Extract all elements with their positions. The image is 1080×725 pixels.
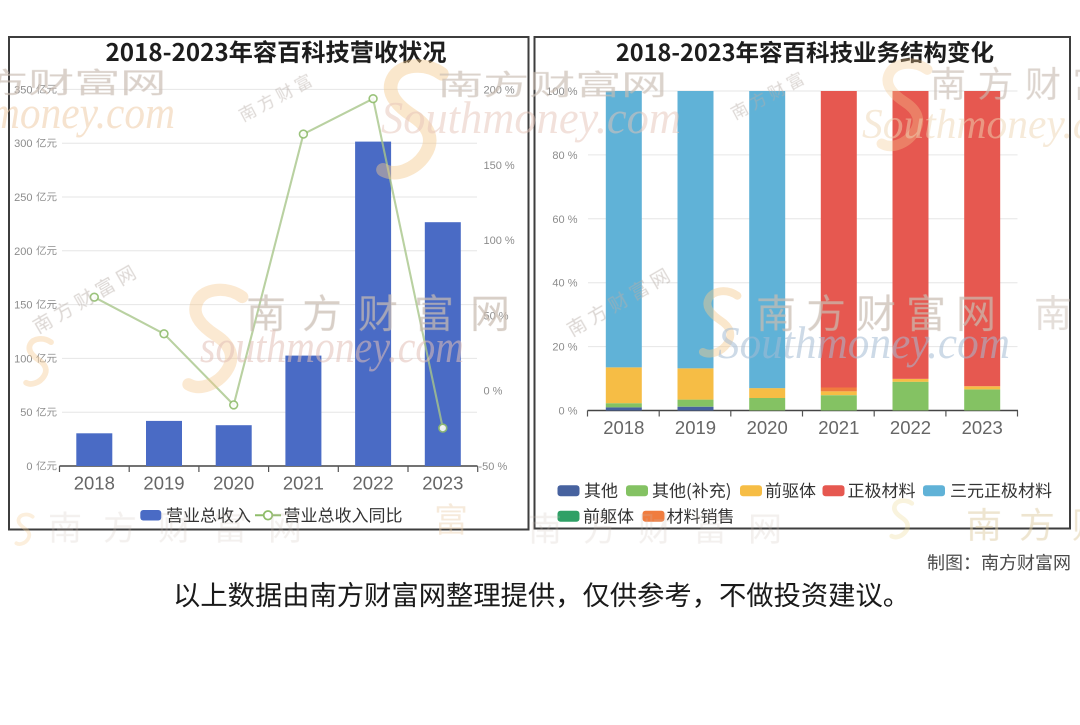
svg-text:80 %: 80 % bbox=[552, 150, 577, 162]
svg-text:southmoney.com: southmoney.com bbox=[200, 321, 464, 372]
svg-text:2022: 2022 bbox=[890, 417, 931, 438]
svg-text:Southmoney.com: Southmoney.com bbox=[381, 92, 681, 143]
svg-text:0 %: 0 % bbox=[484, 386, 503, 398]
svg-text:200: 200 bbox=[14, 246, 32, 258]
svg-text:0 %: 0 % bbox=[559, 406, 578, 418]
svg-text:50: 50 bbox=[20, 407, 32, 419]
svg-text:-50 %: -50 % bbox=[479, 461, 508, 473]
svg-text:2018: 2018 bbox=[603, 417, 644, 438]
svg-text:2018: 2018 bbox=[74, 473, 115, 494]
svg-text:2020: 2020 bbox=[747, 417, 788, 438]
svg-text:Southmoney.com: Southmoney.com bbox=[862, 102, 1080, 148]
svg-text:money.com: money.com bbox=[0, 88, 175, 138]
svg-text:60 %: 60 % bbox=[552, 214, 577, 226]
svg-text:0: 0 bbox=[26, 461, 32, 473]
svg-text:2021: 2021 bbox=[818, 417, 859, 438]
svg-text:300: 300 bbox=[14, 138, 32, 150]
svg-text:150 %: 150 % bbox=[484, 160, 515, 172]
svg-text:2021: 2021 bbox=[283, 473, 324, 494]
svg-text:2023: 2023 bbox=[962, 417, 1003, 438]
svg-text:100: 100 bbox=[14, 353, 32, 365]
svg-text:40 %: 40 % bbox=[552, 278, 577, 290]
svg-text:2022: 2022 bbox=[353, 473, 394, 494]
svg-text:100 %: 100 % bbox=[484, 235, 515, 247]
svg-text:150: 150 bbox=[14, 300, 32, 312]
svg-text:250: 250 bbox=[14, 192, 32, 204]
svg-text:2019: 2019 bbox=[675, 417, 716, 438]
svg-text:2019: 2019 bbox=[143, 473, 184, 494]
svg-text:Southmoney.com: Southmoney.com bbox=[718, 317, 1010, 368]
svg-text:20 %: 20 % bbox=[552, 342, 577, 354]
svg-text:2020: 2020 bbox=[213, 473, 254, 494]
svg-text:2023: 2023 bbox=[422, 473, 463, 494]
